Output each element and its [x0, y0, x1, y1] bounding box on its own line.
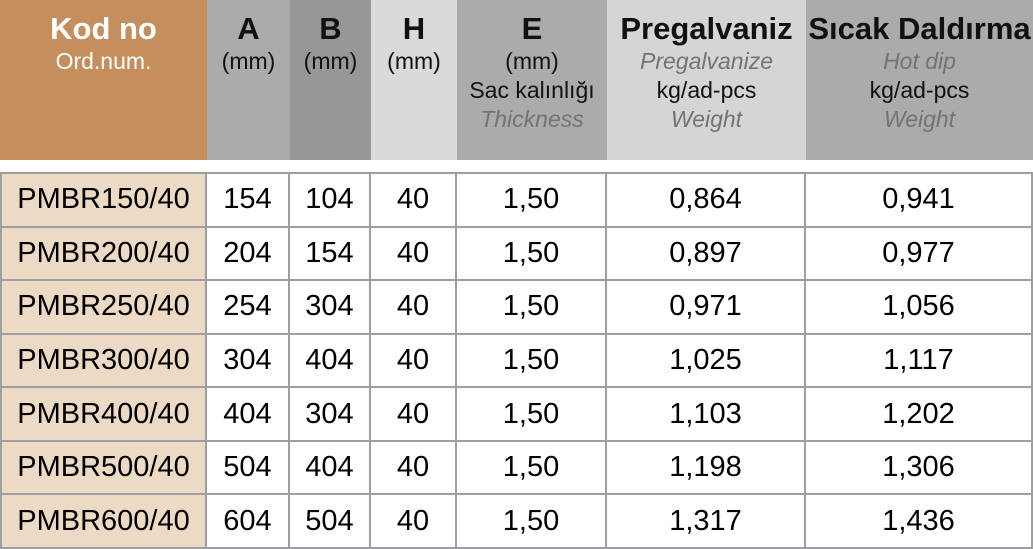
cell-a: 154: [207, 174, 290, 226]
pregalvaniz-subtitle: Pregalvanize: [640, 48, 773, 74]
table-header-row: Kod no Ord.num. A (mm) B (mm) H (mm) E (…: [0, 0, 1033, 160]
table-row: PMBR150/40 154 104 40 1,50 0,864 0,941: [2, 174, 1031, 228]
cell-kod: PMBR150/40: [2, 174, 207, 226]
pregalvaniz-unit: kg/ad-pcs: [656, 77, 757, 103]
cell-pregalvaniz-weight: 1,198: [607, 441, 806, 494]
cell-kod: PMBR250/40: [2, 281, 207, 333]
cell-hotdip-weight: 1,306: [806, 441, 1031, 494]
header-cell-pregalvaniz: Pregalvaniz Pregalvanize kg/ad-pcs Weigh…: [607, 0, 806, 160]
cell-a: 504: [207, 441, 290, 494]
pregalvaniz-title: Pregalvaniz: [620, 11, 793, 46]
cell-e: 1,50: [457, 227, 607, 280]
cell-hotdip-weight: 0,977: [806, 227, 1031, 280]
cell-kod: PMBR400/40: [2, 388, 207, 440]
sicak-daldirma-unit: kg/ad-pcs: [869, 77, 970, 103]
cell-b: 404: [290, 441, 371, 494]
cell-b: 304: [290, 281, 371, 333]
header-cell-b: B (mm): [290, 0, 371, 160]
sicak-daldirma-title: Sıcak Daldırma: [808, 11, 1031, 46]
col-e-desc-en: Thickness: [480, 106, 584, 132]
cell-e: 1,50: [457, 388, 607, 440]
col-h-unit: (mm): [387, 48, 441, 74]
cell-pregalvaniz-weight: 0,971: [607, 281, 806, 333]
table-row: PMBR300/40 304 404 40 1,50 1,025 1,117: [2, 334, 1031, 389]
cell-kod: PMBR200/40: [2, 227, 207, 280]
cell-e: 1,50: [457, 495, 607, 548]
cell-b: 154: [290, 227, 371, 280]
header-cell-a: A (mm): [207, 0, 290, 160]
col-h-title: H: [402, 11, 426, 46]
table-row: PMBR500/40 504 404 40 1,50 1,198 1,306: [2, 441, 1031, 496]
cell-hotdip-weight: 0,941: [806, 174, 1031, 226]
cell-e: 1,50: [457, 281, 607, 333]
cell-h: 40: [371, 281, 457, 333]
cell-e: 1,50: [457, 174, 607, 226]
cell-b: 404: [290, 334, 371, 387]
cell-h: 40: [371, 174, 457, 226]
kod-no-title: Kod no: [50, 11, 157, 46]
cell-a: 304: [207, 334, 290, 387]
sicak-daldirma-subtitle: Hot dip: [883, 48, 956, 74]
header-cell-h: H (mm): [371, 0, 457, 160]
cell-kod: PMBR500/40: [2, 441, 207, 494]
cell-h: 40: [371, 388, 457, 440]
header-cell-kod-no: Kod no Ord.num.: [0, 0, 207, 160]
cell-b: 304: [290, 388, 371, 440]
cell-e: 1,50: [457, 441, 607, 494]
header-cell-e: E (mm) Sac kalınlığı Thickness: [457, 0, 607, 160]
cell-e: 1,50: [457, 334, 607, 387]
table-row: PMBR200/40 204 154 40 1,50 0,897 0,977: [2, 227, 1031, 282]
cell-h: 40: [371, 227, 457, 280]
col-e-unit: (mm): [505, 48, 559, 74]
cell-hotdip-weight: 1,117: [806, 334, 1031, 387]
cell-h: 40: [371, 334, 457, 387]
col-b-title: B: [319, 11, 342, 46]
cell-pregalvaniz-weight: 1,317: [607, 495, 806, 548]
cell-hotdip-weight: 1,436: [806, 495, 1031, 548]
kod-no-subtitle: Ord.num.: [55, 48, 152, 74]
table-row: PMBR400/40 404 304 40 1,50 1,103 1,202: [2, 388, 1031, 442]
cell-pregalvaniz-weight: 1,103: [607, 388, 806, 440]
cell-kod: PMBR300/40: [2, 334, 207, 387]
cell-b: 104: [290, 174, 371, 226]
cell-h: 40: [371, 495, 457, 548]
col-e-desc-tr: Sac kalınlığı: [469, 77, 595, 103]
cell-pregalvaniz-weight: 0,897: [607, 227, 806, 280]
col-a-title: A: [237, 11, 260, 46]
table-row: PMBR250/40 254 304 40 1,50 0,971 1,056: [2, 281, 1031, 335]
cell-a: 404: [207, 388, 290, 440]
cell-a: 204: [207, 227, 290, 280]
table-row: PMBR600/40 604 504 40 1,50 1,317 1,436: [2, 495, 1031, 548]
cell-kod: PMBR600/40: [2, 495, 207, 548]
sicak-daldirma-measure: Weight: [883, 106, 956, 132]
header-body-gap: [0, 160, 1033, 172]
cell-hotdip-weight: 1,056: [806, 281, 1031, 333]
cell-pregalvaniz-weight: 1,025: [607, 334, 806, 387]
cell-hotdip-weight: 1,202: [806, 388, 1031, 440]
col-a-unit: (mm): [221, 48, 276, 74]
col-e-title: E: [521, 11, 543, 46]
cell-b: 504: [290, 495, 371, 548]
header-cell-sicak-daldirma: Sıcak Daldırma Hot dip kg/ad-pcs Weight: [806, 0, 1033, 160]
cell-h: 40: [371, 441, 457, 494]
cell-a: 254: [207, 281, 290, 333]
pregalvaniz-measure: Weight: [670, 106, 743, 132]
cell-a: 604: [207, 495, 290, 548]
table-body: PMBR150/40 154 104 40 1,50 0,864 0,941 P…: [0, 172, 1033, 549]
col-b-unit: (mm): [303, 48, 358, 74]
cell-pregalvaniz-weight: 0,864: [607, 174, 806, 226]
